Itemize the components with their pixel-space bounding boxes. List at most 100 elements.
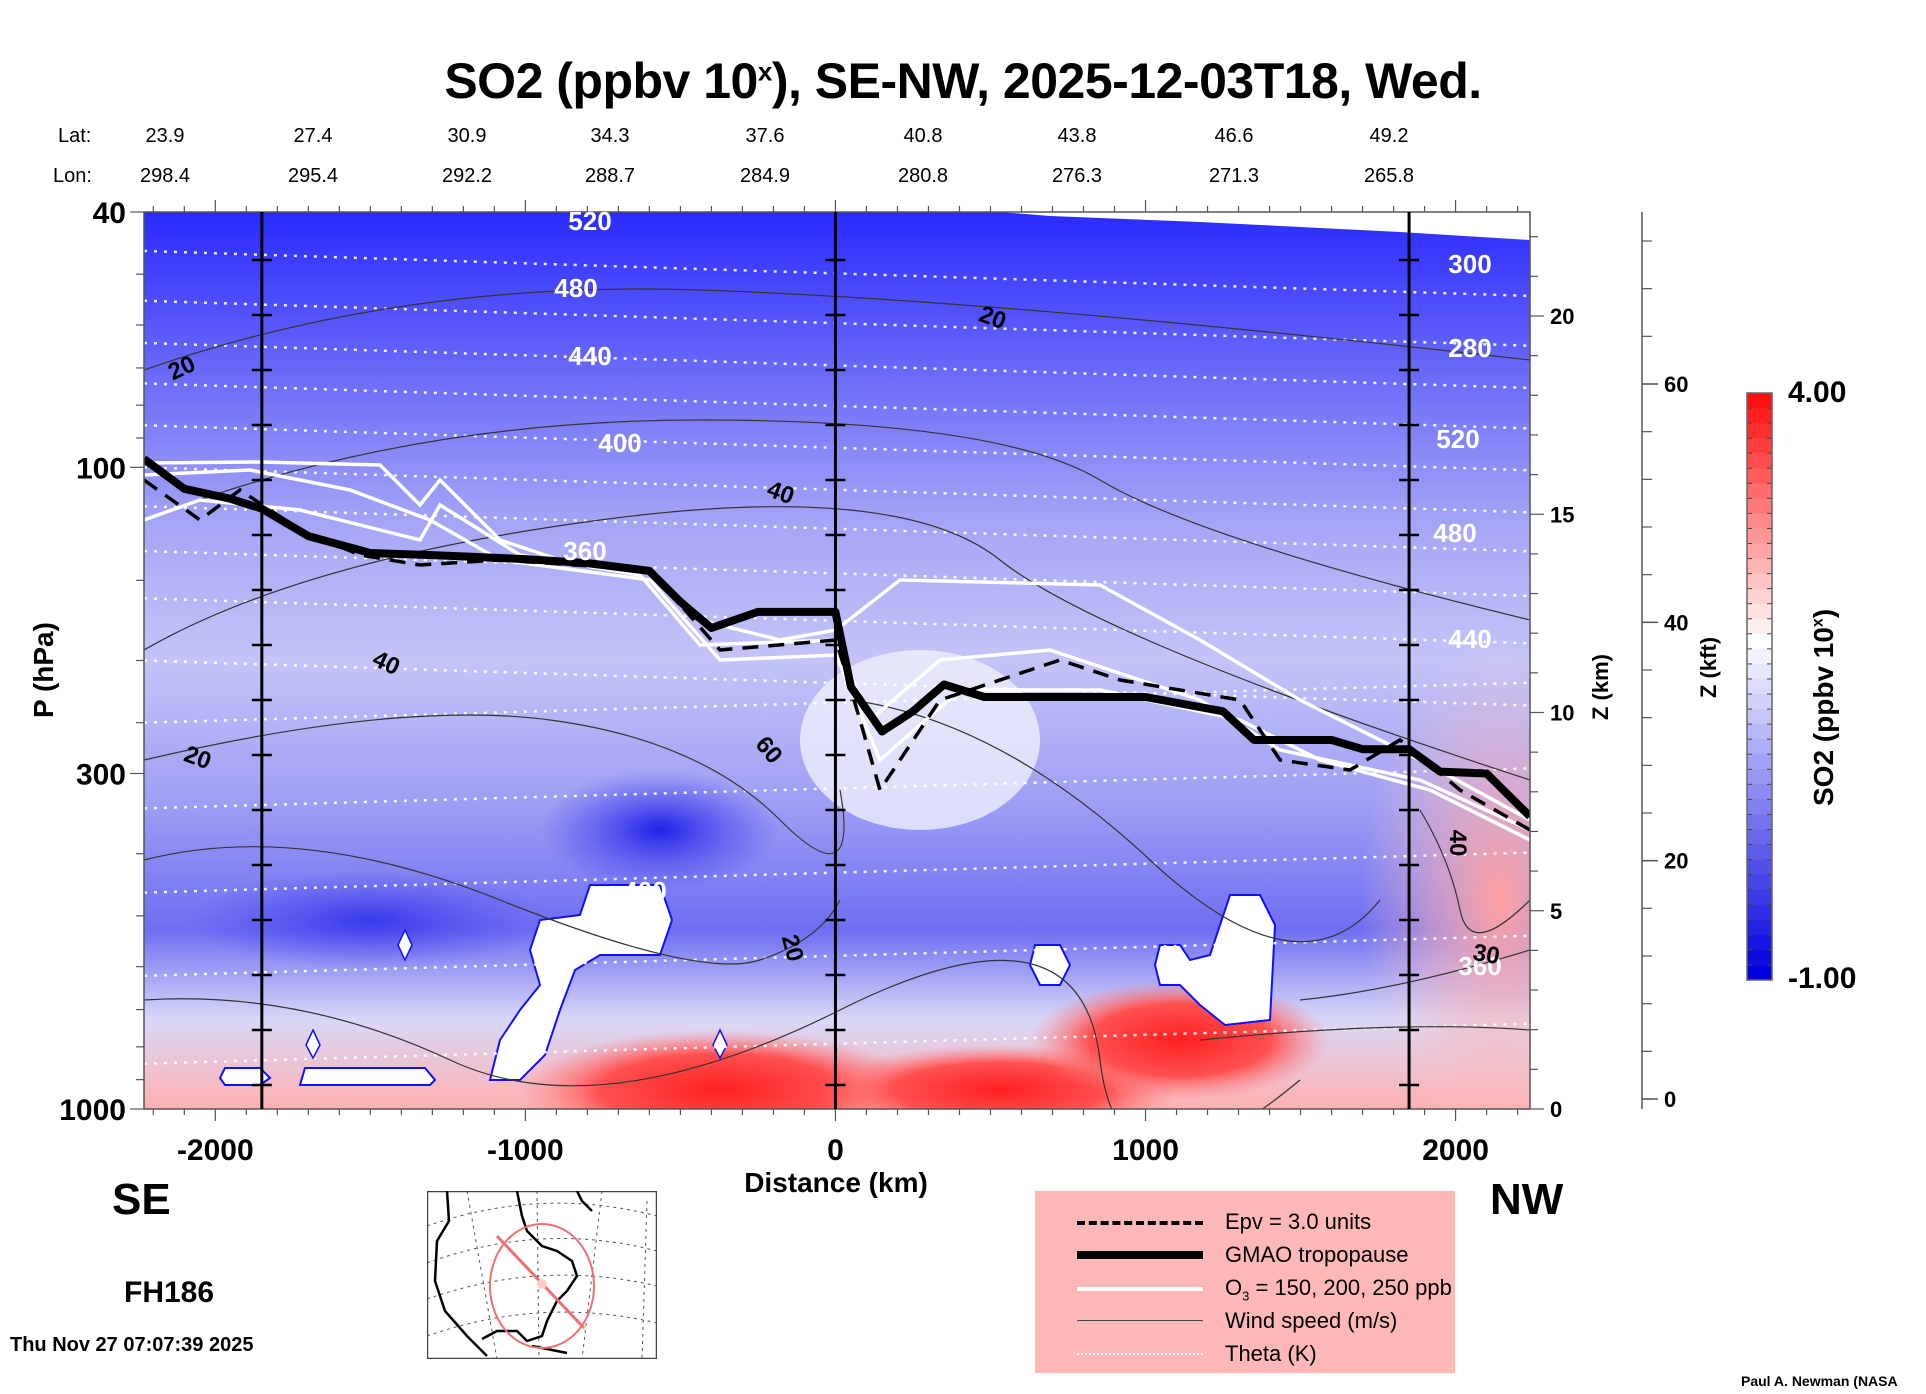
map-graticule	[427, 1191, 657, 1359]
lon-value: 271.3	[1208, 165, 1260, 187]
wind-contour-label: 30	[1471, 939, 1502, 970]
legend-item-tropopause: GMAO tropopause	[1035, 1240, 1455, 1270]
wind-contour	[144, 959, 1301, 1109]
x-tick-label: -2000	[177, 1134, 254, 1167]
wind-contour	[1299, 949, 1530, 1001]
map-inset	[427, 1191, 657, 1359]
z-km-tick-label: 10	[1550, 701, 1574, 726]
theta-contour-label: 440	[568, 341, 611, 371]
lat-value: 30.9	[447, 125, 487, 147]
z-kft-tick-label: 40	[1664, 610, 1688, 635]
colorbar-frame	[1746, 392, 1773, 981]
colorbar-swatch	[1747, 633, 1772, 650]
y-tick-label: 1000	[59, 1094, 126, 1127]
legend-ozone-rest: = 150, 200, 250 ppb	[1249, 1275, 1452, 1300]
wind-contour	[144, 506, 1530, 781]
theta-contour-label: 360	[1458, 951, 1501, 981]
z-km-axis: 0 5 10 15 20	[1530, 236, 1574, 1122]
colorbar-label-main: SO2 (ppbv 10	[1808, 627, 1839, 806]
colorbar-swatch	[1747, 739, 1772, 755]
chart-title: SO2 (ppbv 10x), SE-NW, 2025-12-03T18, We…	[0, 52, 1926, 110]
red-surface-right	[1030, 980, 1330, 1100]
lat-row-label: Lat:	[58, 125, 92, 147]
missing-data-blob	[1028, 944, 1072, 986]
so2-field	[144, 212, 1530, 1109]
legend-sample-dotted	[1077, 1353, 1203, 1355]
z-kft-axis-label: Z (kft)	[1696, 636, 1721, 698]
colorbar-swatch	[1747, 964, 1772, 981]
colorbar-swatch	[1747, 588, 1772, 605]
theta-contour-label: 480	[554, 273, 597, 303]
missing-top	[1000, 212, 1530, 240]
legend-ozone-o: O	[1225, 1275, 1243, 1300]
map-coastlines	[433, 1191, 593, 1357]
vertical-reference-lines	[251, 212, 1420, 1109]
title-rest: ), SE-NW, 2025-12-03T18, Wed.	[771, 53, 1482, 109]
z-kft-axis: 0 20 40 60	[1641, 212, 1688, 1112]
z-km-tick-label: 15	[1550, 502, 1574, 527]
theta-contour-label: 520	[568, 206, 611, 236]
missing-data-blob	[397, 928, 413, 962]
colorbar	[1746, 392, 1773, 981]
legend: Epv = 3.0 units GMAO tropopause O3 = 150…	[1035, 1191, 1455, 1373]
theta-contour-label: 520	[1436, 424, 1479, 454]
wind-contour	[1419, 809, 1530, 934]
colorbar-swatch	[1747, 558, 1772, 575]
wind-contour	[144, 714, 845, 855]
theta-contour-label: 360	[563, 536, 606, 566]
z-kft-tick-label: 60	[1664, 372, 1688, 397]
colorbar-swatch	[1747, 603, 1772, 620]
colorbar-label-end: )	[1808, 608, 1839, 619]
legend-sample-white	[1077, 1287, 1203, 1291]
direction-se: SE	[112, 1175, 171, 1224]
lon-value: 288.7	[584, 165, 636, 187]
direction-nw: NW	[1490, 1175, 1564, 1224]
x-axis-label: Distance (km)	[744, 1167, 928, 1198]
y-tick-label: 40	[93, 197, 126, 230]
map-frame	[427, 1191, 657, 1359]
lon-value: 280.8	[897, 165, 949, 187]
z-km-axis-label: Z (km)	[1588, 654, 1613, 720]
x-axis: -2000 -1000 0 1000 2000	[152, 200, 1519, 1167]
colorbar-swatch	[1747, 754, 1772, 770]
colorbar-swatch	[1747, 784, 1772, 800]
colorbar-swatch	[1747, 904, 1772, 921]
wind-speed-contours	[144, 288, 1530, 1109]
timestamp: Thu Nov 27 07:07:39 2025	[10, 1334, 254, 1356]
x-tick-label: 1000	[1112, 1134, 1179, 1167]
lon-row-label: Lon:	[53, 165, 92, 187]
legend-sample-thick	[1077, 1251, 1203, 1259]
z-km-tick-label: 20	[1550, 304, 1574, 329]
colorbar-swatch	[1747, 859, 1772, 876]
lon-value: 292.2	[441, 165, 493, 187]
theta-contour-label: 480	[1433, 518, 1476, 548]
colorbar-swatch	[1747, 528, 1772, 545]
lat-value: 46.6	[1214, 125, 1254, 147]
legend-label: Theta (K)	[1225, 1341, 1317, 1366]
colorbar-swatch	[1747, 678, 1772, 695]
dark-blue-region	[540, 770, 780, 890]
colorbar-swatch	[1747, 724, 1772, 740]
legend-label: Epv = 3.0 units	[1225, 1209, 1372, 1234]
z-kft-tick-label: 20	[1664, 849, 1688, 874]
colorbar-swatch	[1747, 648, 1772, 665]
legend-label: GMAO tropopause	[1225, 1242, 1409, 1267]
title-main: SO2 (ppbv 10	[444, 53, 758, 109]
x-tick-label: 2000	[1422, 1134, 1489, 1167]
legend-ozone-sub: 3	[1242, 1288, 1250, 1304]
colorbar-swatch	[1747, 949, 1772, 966]
lon-value: 265.8	[1363, 165, 1415, 187]
wind-contour	[144, 419, 1530, 621]
title-superscript: x	[757, 56, 772, 87]
colorbar-swatch	[1747, 393, 1772, 409]
colorbar-swatch	[1747, 423, 1772, 439]
colorbar-swatch	[1747, 769, 1772, 785]
wind-contour-label: 40	[1444, 830, 1471, 857]
lat-value: 40.8	[903, 125, 943, 147]
lon-value: 284.9	[739, 165, 791, 187]
theta-contour-label: 440	[1448, 624, 1491, 654]
colorbar-swatch	[1747, 498, 1772, 514]
y-tick-label: 300	[76, 758, 126, 791]
colorbar-max-label: 4.00	[1788, 376, 1847, 409]
